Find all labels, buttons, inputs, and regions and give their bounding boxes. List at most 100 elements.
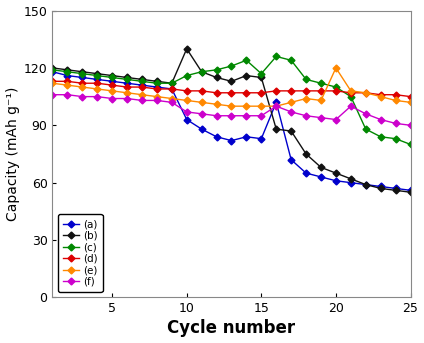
(c) (169, 81, 174, 85)
(f) (229, 114, 234, 118)
(c) (408, 142, 413, 146)
(b) (169, 81, 174, 85)
(f) (80, 95, 85, 99)
(b) (318, 165, 324, 169)
(b) (199, 70, 204, 74)
(d) (50, 79, 55, 83)
(d) (80, 81, 85, 85)
(b) (229, 79, 234, 83)
(a) (378, 185, 383, 189)
(e) (95, 87, 100, 91)
(b) (289, 129, 294, 133)
(e) (333, 66, 338, 70)
(f) (318, 116, 324, 120)
(f) (333, 118, 338, 122)
(b) (125, 75, 130, 80)
(e) (199, 100, 204, 104)
(c) (65, 70, 70, 74)
(b) (50, 66, 55, 70)
(e) (274, 104, 279, 108)
(c) (154, 81, 159, 85)
(c) (214, 68, 219, 72)
(a) (363, 182, 368, 187)
(e) (50, 81, 55, 85)
(b) (109, 73, 114, 78)
(d) (289, 89, 294, 93)
(f) (244, 114, 249, 118)
(f) (65, 93, 70, 97)
Line: (a): (a) (50, 69, 413, 193)
(e) (348, 89, 353, 93)
(d) (304, 89, 309, 93)
(f) (259, 114, 264, 118)
(c) (348, 95, 353, 99)
(c) (50, 68, 55, 72)
Line: (f): (f) (50, 92, 413, 128)
(b) (80, 70, 85, 74)
(c) (363, 127, 368, 131)
(d) (408, 95, 413, 99)
(e) (214, 102, 219, 106)
(d) (259, 91, 264, 95)
(c) (333, 85, 338, 89)
Line: (e): (e) (50, 66, 413, 109)
(f) (304, 114, 309, 118)
Line: (b): (b) (50, 46, 413, 195)
(d) (214, 91, 219, 95)
(b) (393, 188, 398, 192)
(c) (393, 137, 398, 141)
(c) (109, 75, 114, 80)
(f) (109, 96, 114, 100)
(a) (184, 118, 189, 122)
(c) (244, 58, 249, 62)
(b) (244, 73, 249, 78)
(f) (139, 98, 145, 103)
(a) (289, 158, 294, 162)
(c) (304, 77, 309, 81)
(f) (169, 100, 174, 104)
(a) (154, 85, 159, 89)
(b) (184, 47, 189, 51)
Legend: (a), (b), (c), (d), (e), (f): (a), (b), (c), (d), (e), (f) (58, 214, 103, 292)
(e) (184, 98, 189, 103)
(b) (348, 177, 353, 181)
(e) (244, 104, 249, 108)
(a) (393, 186, 398, 190)
(e) (259, 104, 264, 108)
(c) (125, 77, 130, 81)
(b) (65, 68, 70, 72)
(d) (393, 93, 398, 97)
(c) (229, 64, 234, 68)
(b) (139, 77, 145, 81)
(b) (214, 75, 219, 80)
(d) (363, 91, 368, 95)
(a) (50, 70, 55, 74)
(d) (169, 87, 174, 91)
(e) (408, 100, 413, 104)
(d) (95, 81, 100, 85)
(a) (259, 137, 264, 141)
(c) (318, 81, 324, 85)
(a) (244, 135, 249, 139)
(e) (139, 93, 145, 97)
(e) (80, 85, 85, 89)
(d) (139, 85, 145, 89)
(b) (408, 190, 413, 194)
(a) (65, 73, 70, 78)
(e) (363, 91, 368, 95)
(d) (333, 89, 338, 93)
(c) (289, 58, 294, 62)
(a) (199, 127, 204, 131)
(d) (274, 89, 279, 93)
(d) (154, 87, 159, 91)
(c) (378, 135, 383, 139)
(a) (318, 175, 324, 179)
(a) (304, 171, 309, 175)
(a) (229, 139, 234, 143)
(f) (274, 104, 279, 108)
(f) (408, 123, 413, 127)
(f) (95, 95, 100, 99)
(a) (408, 188, 413, 192)
(e) (378, 95, 383, 99)
(b) (259, 75, 264, 80)
